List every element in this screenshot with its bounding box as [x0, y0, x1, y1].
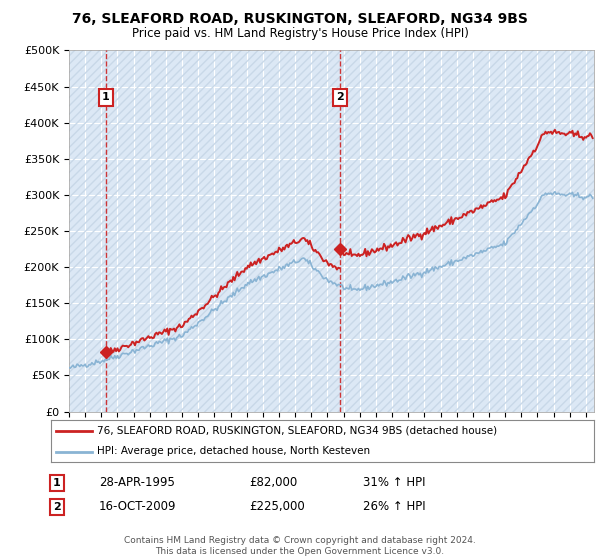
Text: 76, SLEAFORD ROAD, RUSKINGTON, SLEAFORD, NG34 9BS: 76, SLEAFORD ROAD, RUSKINGTON, SLEAFORD,…	[72, 12, 528, 26]
Text: Contains HM Land Registry data © Crown copyright and database right 2024.
This d: Contains HM Land Registry data © Crown c…	[124, 536, 476, 556]
Text: 16-OCT-2009: 16-OCT-2009	[99, 500, 176, 514]
Text: 76, SLEAFORD ROAD, RUSKINGTON, SLEAFORD, NG34 9BS (detached house): 76, SLEAFORD ROAD, RUSKINGTON, SLEAFORD,…	[97, 426, 497, 436]
Text: 31% ↑ HPI: 31% ↑ HPI	[363, 476, 425, 489]
Text: 26% ↑ HPI: 26% ↑ HPI	[363, 500, 425, 514]
Text: HPI: Average price, detached house, North Kesteven: HPI: Average price, detached house, Nort…	[97, 446, 370, 456]
Text: Price paid vs. HM Land Registry's House Price Index (HPI): Price paid vs. HM Land Registry's House …	[131, 27, 469, 40]
Text: 2: 2	[337, 92, 344, 102]
Text: 28-APR-1995: 28-APR-1995	[99, 476, 175, 489]
Text: 2: 2	[53, 502, 61, 512]
Text: £82,000: £82,000	[249, 476, 297, 489]
Text: 1: 1	[53, 478, 61, 488]
Text: 1: 1	[102, 92, 110, 102]
Text: £225,000: £225,000	[249, 500, 305, 514]
